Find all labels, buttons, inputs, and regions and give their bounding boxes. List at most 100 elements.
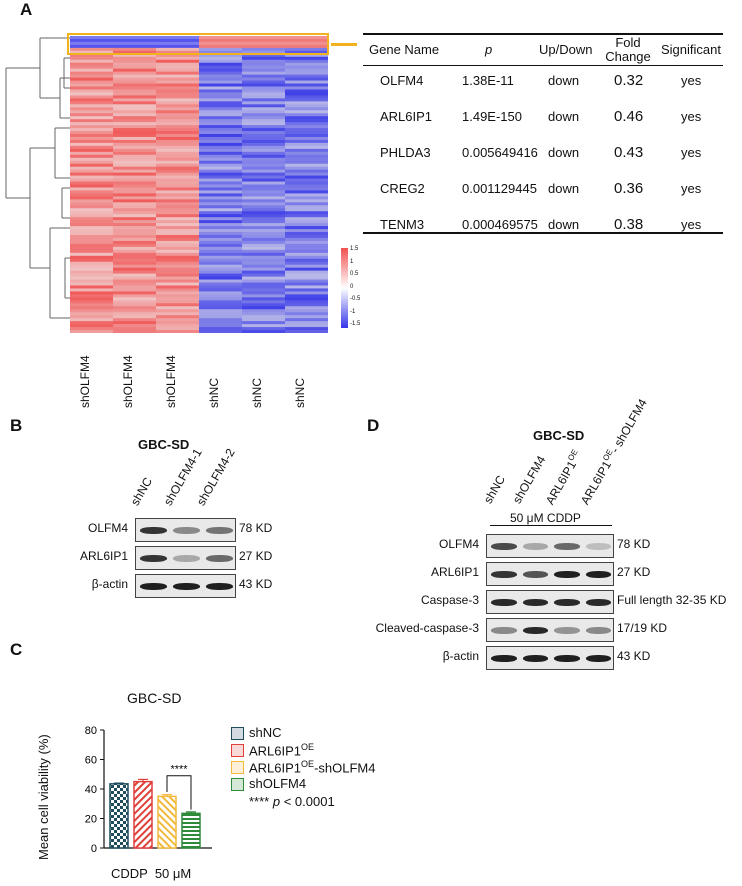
heatmap-cell (70, 86, 114, 90)
blot-kd-label: 27 KD (617, 565, 651, 579)
heatmap-cell (113, 226, 157, 230)
heatmap-cell (285, 223, 329, 227)
heatmap-cell (113, 202, 157, 206)
heatmap-cell (113, 261, 157, 266)
heatmap-cell (70, 181, 114, 185)
heatmap-cell (199, 160, 243, 165)
heatmap-cell (70, 297, 114, 301)
heatmap-cell (70, 151, 114, 156)
heatmap-cell (285, 184, 329, 188)
heatmap-cell (113, 243, 157, 248)
heatmap-cell (285, 163, 329, 168)
heatmap-cell (156, 166, 200, 171)
heatmap-cell (113, 330, 157, 334)
heatmap-cell (156, 89, 200, 93)
heatmap-cell (70, 234, 114, 239)
heatmap-cell (113, 151, 157, 156)
blot-band (554, 542, 580, 550)
heatmap-cell (199, 56, 243, 61)
heatmap-cell (285, 77, 329, 82)
heatmap-cell (70, 211, 114, 215)
heatmap-cell (242, 142, 286, 147)
heatmap-cell (113, 276, 157, 281)
scale-tick: -0.5 (350, 296, 361, 302)
heatmap-cell (70, 220, 114, 224)
heatmap-cell (242, 273, 286, 278)
heatmap-cell (285, 98, 329, 102)
heatmap-cell (70, 255, 114, 260)
legend-swatch (231, 761, 244, 774)
heatmap-cell (199, 65, 243, 70)
heatmap-cell (199, 184, 243, 188)
heatmap-cell (113, 270, 157, 275)
heatmap-cell (156, 196, 200, 200)
heatmap-cell (156, 258, 200, 263)
heatmap-cell (285, 270, 329, 275)
heatmap-cell (199, 163, 243, 168)
heatmap-cell (285, 145, 329, 150)
heatmap-cell (70, 125, 114, 129)
heatmap-cell (285, 324, 329, 328)
heatmap-cell (113, 131, 157, 135)
heatmap-cell (285, 220, 329, 224)
heatmap-cell (242, 145, 286, 150)
heatmap-cell (285, 291, 329, 295)
heatmap-cell (156, 237, 200, 242)
table-cell-sig: yes (681, 217, 702, 232)
table-cell-fc: 0.43 (614, 144, 644, 161)
blot-band (585, 570, 611, 578)
heatmap-cell (70, 83, 114, 87)
heatmap-cell (113, 38, 157, 43)
heatmap-cell (285, 312, 329, 316)
heatmap-cell (156, 267, 200, 272)
heatmap-cell (113, 36, 157, 40)
heatmap-cell (113, 309, 157, 313)
bar-chart: 0 20 40 60 80 **** (85, 725, 212, 855)
heatmap-cell (113, 113, 157, 117)
legend-entry: ARL6IP1OE (249, 742, 314, 758)
heatmap-cell (156, 252, 200, 257)
heatmap-cell (285, 288, 329, 292)
heatmap-cell (199, 139, 243, 144)
heatmap-cell (199, 211, 243, 215)
heatmap-cell (156, 193, 200, 197)
heatmap-cell (113, 211, 157, 215)
heatmap-cell (156, 234, 200, 239)
heatmap-cell (156, 104, 200, 108)
heatmap-cell (113, 89, 157, 93)
heatmap-cell (156, 119, 200, 123)
heatmap-cell (242, 327, 286, 331)
heatmap-column-label: shNC (293, 377, 307, 408)
heatmap-cell (242, 113, 286, 117)
heatmap-cell (156, 261, 200, 266)
blot-b-title: GBC-SD (138, 437, 190, 452)
heatmap-cell (156, 110, 200, 114)
heatmap-cell (70, 240, 114, 245)
heatmap-cell (156, 282, 200, 286)
heatmap-cell (242, 234, 286, 239)
blot-row-label: β-actin (442, 649, 479, 663)
blot-band (554, 626, 580, 634)
heatmap-cell (113, 125, 157, 129)
heatmap-cell (70, 285, 114, 289)
heatmap-cell (113, 279, 157, 284)
heatmap-column-label: shOLFM4 (164, 355, 178, 408)
heatmap-cell (113, 68, 157, 73)
heatmap-cell (199, 119, 243, 123)
heatmap-cell (199, 214, 243, 218)
heatmap-cell (199, 41, 243, 46)
blot-strip (486, 534, 614, 558)
heatmap-cell (285, 68, 329, 73)
heatmap-cell (113, 318, 157, 322)
heatmap-cell (156, 178, 200, 183)
heatmap-cell (285, 294, 329, 298)
heatmap-cell (156, 318, 200, 322)
heatmap-cell (199, 110, 243, 114)
panel-label-d: D (367, 416, 380, 435)
heatmap-cell (113, 145, 157, 150)
heatmap-cell (113, 255, 157, 260)
heatmap (70, 36, 329, 334)
blot-band (491, 570, 517, 578)
heatmap-cell (285, 181, 329, 185)
heatmap-cells (70, 36, 329, 334)
